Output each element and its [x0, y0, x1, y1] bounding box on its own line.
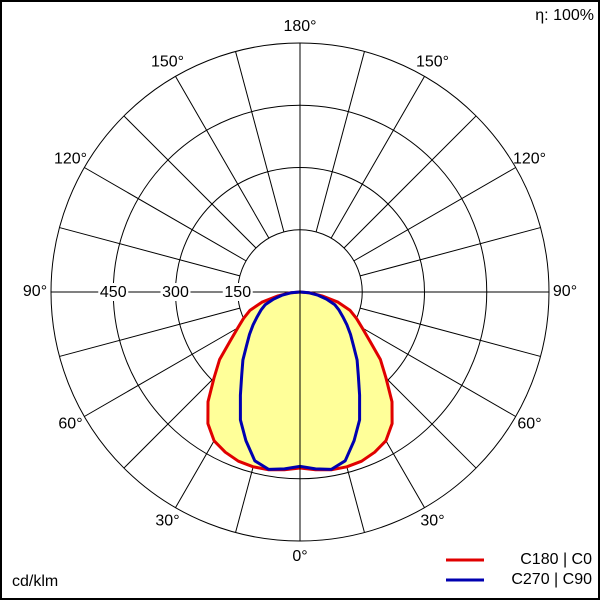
grid-spoke: [59, 307, 241, 357]
r-label-bg: [98, 283, 129, 301]
theta-tick-label: 30°: [420, 513, 444, 530]
grid-spoke: [59, 227, 241, 277]
intensity-curve: [206, 290, 301, 472]
legend-label: C180 | C0: [520, 551, 592, 568]
grid-spoke: [84, 167, 247, 262]
theta-tick-label: 120°: [513, 151, 546, 168]
grid-spoke: [353, 322, 516, 417]
grid-spoke: [235, 51, 285, 233]
grid-spoke: [359, 307, 541, 357]
theta-tick-label: 0°: [292, 548, 307, 565]
r-tick-label: 300: [162, 284, 189, 301]
grid-spoke: [175, 76, 270, 239]
intensity-curve: [299, 290, 394, 472]
r-label-bg: [222, 283, 253, 301]
r-tick-label: 450: [100, 284, 127, 301]
grid-spoke: [123, 115, 257, 249]
grid-spoke: [315, 51, 365, 233]
r-tick-label: 150: [224, 284, 251, 301]
theta-tick-label: 90°: [23, 283, 47, 300]
unit-label: cd/klm: [12, 573, 58, 590]
intensity-curve: [299, 290, 362, 471]
theta-tick-label: 150°: [416, 54, 449, 71]
theta-tick-label: 60°: [58, 416, 82, 433]
efficiency-label: η: 100%: [535, 7, 594, 24]
r-label-bg: [160, 283, 191, 301]
theta-tick-label: 90°: [553, 283, 577, 300]
theta-tick-label: 180°: [283, 18, 316, 35]
grid-spoke: [84, 322, 247, 417]
legend-label: C270 | C90: [511, 571, 592, 588]
grid-spoke: [343, 115, 477, 249]
theta-tick-label: 120°: [54, 151, 87, 168]
theta-tick-label: 60°: [517, 416, 541, 433]
grid-spoke: [330, 76, 425, 239]
grid-spoke: [353, 167, 516, 262]
theta-tick-label: 30°: [155, 513, 179, 530]
grid-spoke: [359, 227, 541, 277]
intensity-curve: [238, 290, 301, 471]
theta-tick-label: 150°: [151, 54, 184, 71]
